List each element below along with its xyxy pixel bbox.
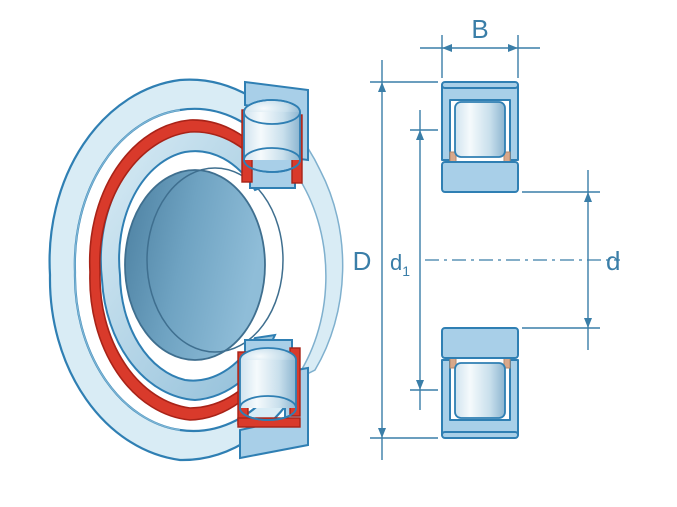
section-cut-top (242, 82, 308, 188)
label-d1: d1 (390, 250, 410, 279)
isometric-view (50, 80, 343, 460)
cross-section-view: B D d1 d (353, 14, 621, 460)
dimension-B: B (420, 14, 540, 78)
bore-surface (125, 170, 265, 360)
label-B: B (471, 14, 488, 44)
label-d: d (606, 246, 620, 276)
diagram-container: B D d1 d (0, 0, 677, 507)
section-top (442, 82, 518, 192)
bearing-diagram-svg: B D d1 d (0, 0, 677, 507)
section-bottom (442, 328, 518, 438)
label-D: D (353, 246, 372, 276)
section-cut-bottom (238, 340, 308, 458)
